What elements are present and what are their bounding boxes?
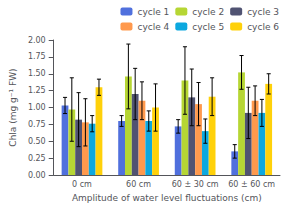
svg-text:cycle 4: cycle 4 [137,22,169,32]
svg-text:0 cm: 0 cm [72,180,92,189]
svg-text:0.25: 0.25 [28,154,46,163]
svg-text:0.75: 0.75 [28,120,46,129]
svg-text:Amplitude of water level fluct: Amplitude of water level fluctuations (c… [72,193,262,203]
svg-text:cycle 6: cycle 6 [247,22,279,32]
svg-text:1.25: 1.25 [28,86,46,95]
svg-text:cycle 1: cycle 1 [137,7,169,17]
svg-text:0.50: 0.50 [28,137,46,146]
svg-text:cycle 5: cycle 5 [192,22,224,32]
svg-text:cycle 2: cycle 2 [192,7,224,17]
svg-text:cycle 3: cycle 3 [247,7,279,17]
svg-text:1.00: 1.00 [28,103,46,112]
svg-text:2.00: 2.00 [28,36,46,45]
svg-text:0.00: 0.00 [28,171,46,180]
svg-text:60 ± 60 cm: 60 ± 60 cm [228,180,275,189]
svg-text:Chla (mg g⁻¹ FW): Chla (mg g⁻¹ FW) [8,68,18,146]
svg-text:60 ± 30 cm: 60 ± 30 cm [172,180,219,189]
svg-text:60 cm: 60 cm [126,180,151,189]
svg-text:1.50: 1.50 [28,69,46,78]
svg-text:1.75: 1.75 [28,52,46,61]
